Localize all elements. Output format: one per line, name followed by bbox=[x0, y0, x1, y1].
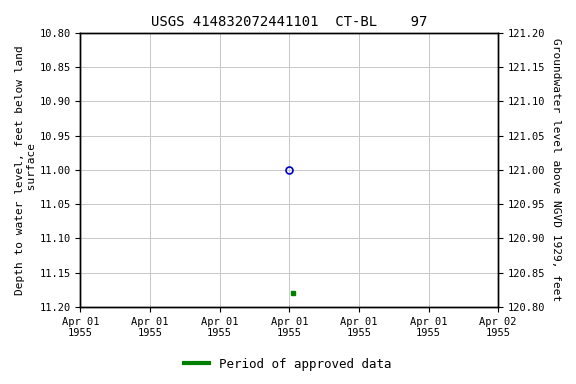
Legend: Period of approved data: Period of approved data bbox=[179, 353, 397, 376]
Title: USGS 414832072441101  CT-BL    97: USGS 414832072441101 CT-BL 97 bbox=[151, 15, 427, 29]
Y-axis label: Groundwater level above NGVD 1929, feet: Groundwater level above NGVD 1929, feet bbox=[551, 38, 561, 301]
Y-axis label: Depth to water level, feet below land
 surface: Depth to water level, feet below land su… bbox=[15, 45, 37, 295]
